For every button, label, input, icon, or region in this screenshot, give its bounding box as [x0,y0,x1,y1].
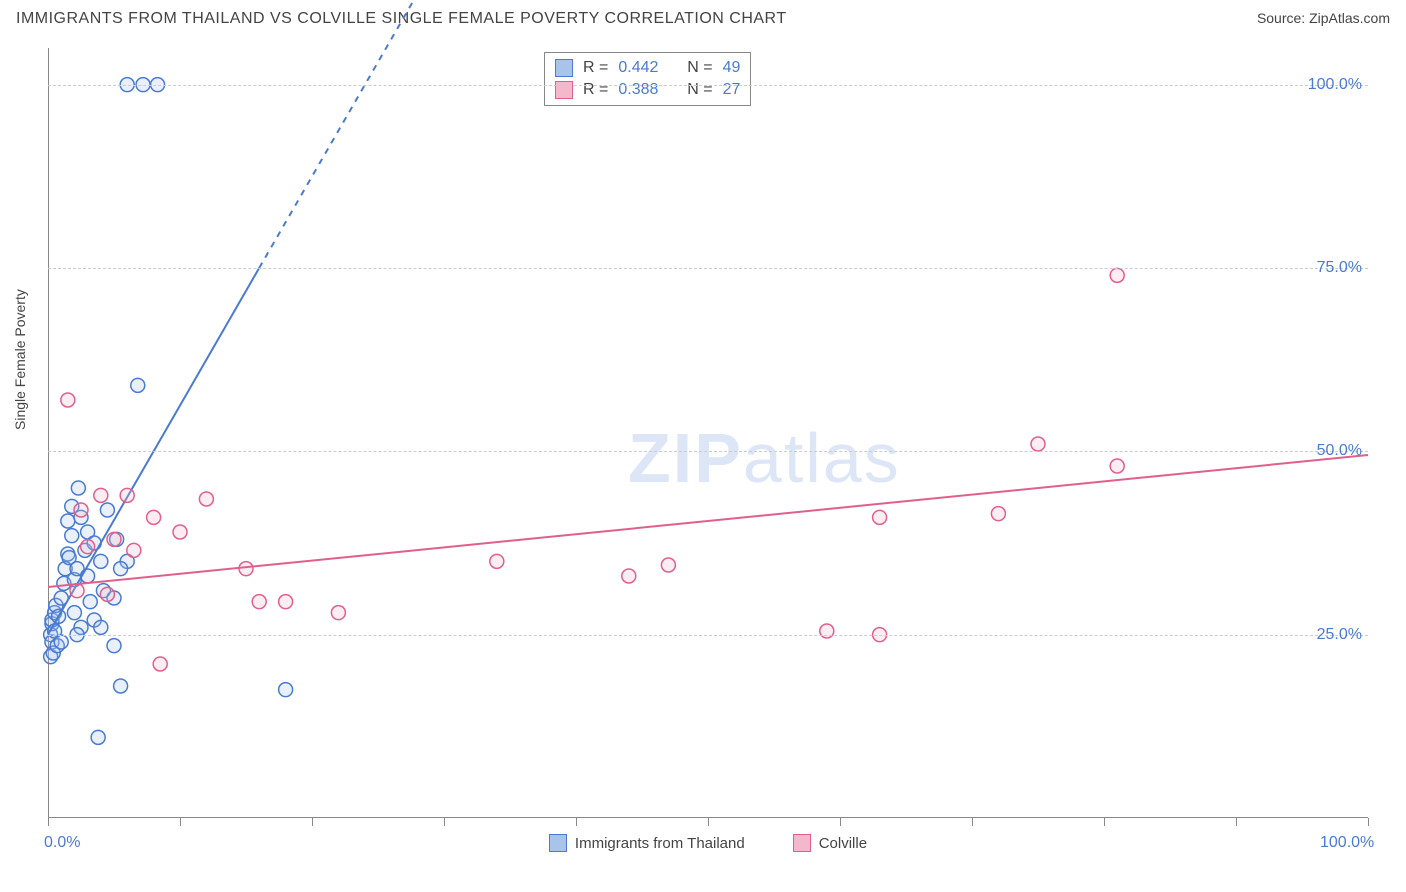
correlation-legend: R = 0.442 N = 49 R = 0.388 N = 27 [544,52,751,106]
series-legend: Immigrants from Thailand Colville [48,834,1368,852]
gridline-h [48,635,1368,636]
data-point [873,510,887,524]
data-point [61,514,75,528]
data-point [107,532,121,546]
data-point [331,606,345,620]
legend-row-thailand: R = 0.442 N = 49 [555,57,740,79]
plot-area: ZIPatlas R = 0.442 N = 49 R = 0.388 N = … [48,48,1368,818]
data-point [54,635,68,649]
legend-swatch-icon [793,834,811,852]
data-point [131,378,145,392]
data-point [127,543,141,557]
y-tick-label: 100.0% [1308,76,1362,94]
x-tick [576,818,577,826]
y-axis-label: Single Female Poverty [12,289,28,430]
data-point [61,393,75,407]
data-point [279,683,293,697]
data-point [100,587,114,601]
data-point [1031,437,1045,451]
x-tick [708,818,709,826]
x-tick [1236,818,1237,826]
source-attribution: Source: ZipAtlas.com [1257,10,1390,26]
x-tick-label: 100.0% [1320,834,1374,852]
data-point [74,503,88,517]
legend-swatch-thailand [555,59,573,77]
legend-label-thailand: Immigrants from Thailand [575,835,745,852]
y-tick-label: 50.0% [1317,442,1362,460]
legend-n-value-thailand: 49 [723,59,741,77]
x-tick-label: 0.0% [44,834,80,852]
legend-label-colville: Colville [819,835,867,852]
scatter-svg [48,48,1368,818]
data-point [81,540,95,554]
data-point [661,558,675,572]
legend-r-value-thailand: 0.442 [618,59,658,77]
x-tick [180,818,181,826]
trend-line [48,455,1368,587]
x-tick [972,818,973,826]
trend-line-dashed [259,0,424,268]
chart-title: IMMIGRANTS FROM THAILAND VS COLVILLE SIN… [16,10,787,28]
gridline-h [48,85,1368,86]
x-tick [1368,818,1369,826]
data-point [147,510,161,524]
data-point [91,730,105,744]
legend-swatch-icon [549,834,567,852]
data-point [622,569,636,583]
x-tick [48,818,49,826]
data-point [252,595,266,609]
x-tick [444,818,445,826]
data-point [83,595,97,609]
data-point [67,606,81,620]
data-point [199,492,213,506]
legend-r-label: R = [583,59,608,77]
data-point [71,481,85,495]
gridline-h [48,451,1368,452]
data-point [173,525,187,539]
data-point [94,620,108,634]
data-point [107,639,121,653]
data-point [120,488,134,502]
data-point [820,624,834,638]
data-point [100,503,114,517]
data-point [65,529,79,543]
data-point [114,562,128,576]
data-point [114,679,128,693]
legend-n-label: N = [687,59,712,77]
data-point [1110,459,1124,473]
x-tick [312,818,313,826]
legend-item-colville: Colville [793,834,867,852]
data-point [94,554,108,568]
data-point [94,488,108,502]
gridline-h [48,268,1368,269]
y-tick-label: 25.0% [1317,626,1362,644]
legend-row-colville: R = 0.388 N = 27 [555,79,740,101]
legend-item-thailand: Immigrants from Thailand [549,834,745,852]
data-point [1110,268,1124,282]
x-tick [1104,818,1105,826]
x-tick [840,818,841,826]
data-point [490,554,504,568]
data-point [991,507,1005,521]
y-tick-label: 75.0% [1317,259,1362,277]
data-point [279,595,293,609]
data-point [70,584,84,598]
data-point [153,657,167,671]
